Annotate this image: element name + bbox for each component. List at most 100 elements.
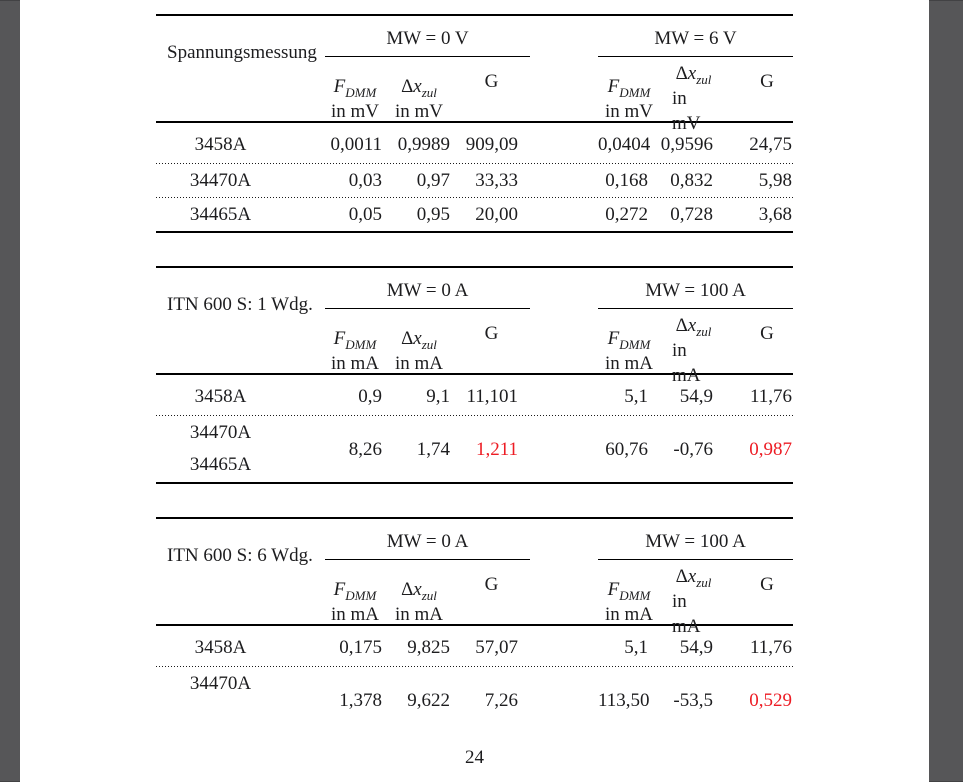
value-cell: 8,26 [348, 438, 382, 460]
value-cell-highlighted: 0,529 [749, 689, 792, 711]
dxzul-symbol: Δxzul [675, 315, 712, 339]
fdmm-symbol: FDMM [607, 578, 651, 603]
table-caption: ITN 600 S: 1 Wdg. [167, 294, 313, 315]
value-cell: 11,76 [749, 386, 792, 407]
group-header-mw0: MW = 0 A [325, 268, 530, 309]
value-cell-highlighted: 1,211 [475, 438, 518, 460]
value-cell: 3,68 [758, 204, 792, 225]
group-header-mw6: MW = 6 V [598, 16, 793, 57]
dxzul-symbol: Δxzul [401, 578, 437, 603]
value-cell: 0,05 [348, 204, 382, 225]
unit-label: in mA [330, 603, 380, 625]
dotted-divider [156, 666, 793, 667]
table-group-header-row: ITN 600 S: 1 Wdg. MW = 0 A MW = 100 A [156, 268, 793, 315]
value-cell: 0,272 [605, 204, 648, 225]
column-header-dxzul: Δxzul in mV [385, 57, 453, 136]
dxzul-symbol: Δxzul [675, 566, 712, 590]
device-label: 34470A 34465A [189, 422, 252, 475]
value-cell: 0,9989 [397, 134, 450, 155]
unit-label: in mA [604, 603, 654, 625]
viewer-left-margin [0, 0, 20, 782]
value-cell: 9,825 [407, 637, 450, 658]
fdmm-symbol: FDMM [333, 327, 377, 352]
dotted-divider [156, 197, 793, 198]
unit-label: in mA [604, 352, 654, 374]
column-header-fdmm: FDMM in mA [325, 309, 385, 388]
unit-label: in mA [394, 603, 444, 625]
value-cell: 5,1 [624, 637, 648, 658]
column-header-fdmm: FDMM in mA [598, 560, 660, 639]
viewer-right-margin [929, 0, 963, 782]
value-cell: 0,95 [416, 204, 450, 225]
table-row-34470a: 34470A 0,03 0,97 33,33 0,168 0,832 5,98 [156, 164, 793, 197]
column-header-dxzul: Δxzul in mA [385, 560, 453, 639]
column-header-dxzul: Δxzul in mA [385, 309, 453, 388]
table-row-34465a: 34465A 0,05 0,95 20,00 0,272 0,728 3,68 [156, 198, 793, 231]
table-itn600s-6wdg: ITN 600 S: 6 Wdg. MW = 0 A MW = 100 A FD… [156, 517, 793, 733]
document-page: Spannungsmessung MW = 0 V MW = 6 V FDMM … [20, 0, 929, 782]
group-header-mw0: MW = 0 V [325, 16, 530, 57]
column-header-g: G [484, 71, 499, 92]
device-label: 34470A [189, 169, 252, 191]
value-cell: 54,9 [679, 637, 713, 658]
value-cell: 0,9 [358, 386, 382, 407]
table-column-header-row: FDMM in mA Δxzul in mA G FDMM in mA Δxzu… [156, 309, 793, 386]
device-label: 3458A [194, 385, 247, 407]
dxzul-symbol: Δxzul [401, 327, 437, 352]
value-cell: -53,5 [673, 689, 713, 711]
unit-label: in mV [394, 100, 444, 122]
column-header-fdmm: FDMM in mA [598, 309, 660, 388]
column-header-g: G [484, 323, 499, 344]
table-row-3458a: 3458A 0,0011 0,9989 909,09 0,0404 0,9596… [156, 123, 793, 163]
table-row-3458a: 3458A 0,9 9,1 11,101 5,1 54,9 11,76 [156, 375, 793, 415]
column-header-dxzul: Δxzul in mA [660, 560, 715, 639]
unit-label: in mV [672, 88, 701, 134]
unit-label: in mV [604, 100, 654, 122]
column-header-dxzul: Δxzul in mA [660, 309, 715, 388]
fdmm-symbol: FDMM [333, 75, 377, 100]
value-cell: 0,175 [339, 637, 382, 658]
unit-label: in mA [672, 340, 701, 386]
value-cell: 9,1 [426, 386, 450, 407]
table-group-header-row: ITN 600 S: 6 Wdg. MW = 0 A MW = 100 A [156, 519, 793, 566]
device-label: 34470A [189, 673, 252, 694]
column-header-fdmm: FDMM in mV [598, 57, 660, 136]
table-column-header-row: FDMM in mA Δxzul in mA G FDMM in mA Δxzu… [156, 560, 793, 637]
unit-label: in mV [330, 100, 380, 122]
value-cell: 0,0011 [330, 134, 382, 155]
unit-label: in mA [394, 352, 444, 374]
value-cell: 54,9 [679, 386, 713, 407]
column-header-g: G [760, 574, 774, 595]
value-cell: 5,98 [758, 170, 792, 191]
device-label: 34465A [189, 203, 252, 225]
value-cell: 0,03 [348, 170, 382, 191]
value-cell: 0,832 [670, 170, 713, 191]
value-cell: 24,75 [749, 134, 792, 155]
dxzul-symbol: Δxzul [675, 63, 712, 87]
fdmm-symbol: FDMM [333, 578, 377, 603]
table-caption: ITN 600 S: 6 Wdg. [167, 545, 313, 566]
value-cell: 20,00 [475, 204, 518, 225]
group-header-mw100: MW = 100 A [598, 268, 793, 309]
table-caption: Spannungsmessung [167, 42, 317, 63]
unit-label: in mA [330, 352, 380, 374]
value-cell: -0,76 [673, 438, 713, 460]
value-cell: 33,33 [475, 170, 518, 191]
fdmm-symbol: FDMM [607, 75, 651, 100]
group-header-mw0: MW = 0 A [325, 519, 530, 560]
table-bottom-rule [156, 231, 793, 233]
table-merged-row-34470a-34465a: 34470A 34465A 8,26 1,74 1,211 60,76 -0,7… [156, 416, 793, 482]
group-header-mw100: MW = 100 A [598, 519, 793, 560]
column-header-dxzul: Δxzul in mV [660, 57, 715, 136]
value-cell: 1,74 [416, 438, 450, 460]
column-header-fdmm: FDMM in mV [325, 57, 385, 136]
device-label: 3458A [194, 133, 247, 155]
table-itn600s-1wdg: ITN 600 S: 1 Wdg. MW = 0 A MW = 100 A FD… [156, 266, 793, 484]
value-cell: 1,378 [339, 689, 382, 711]
device-label: 3458A [194, 636, 247, 658]
column-header-g: G [484, 574, 499, 595]
value-cell: 60,76 [605, 438, 648, 460]
dotted-divider [156, 415, 793, 416]
dxzul-symbol: Δxzul [401, 75, 437, 100]
